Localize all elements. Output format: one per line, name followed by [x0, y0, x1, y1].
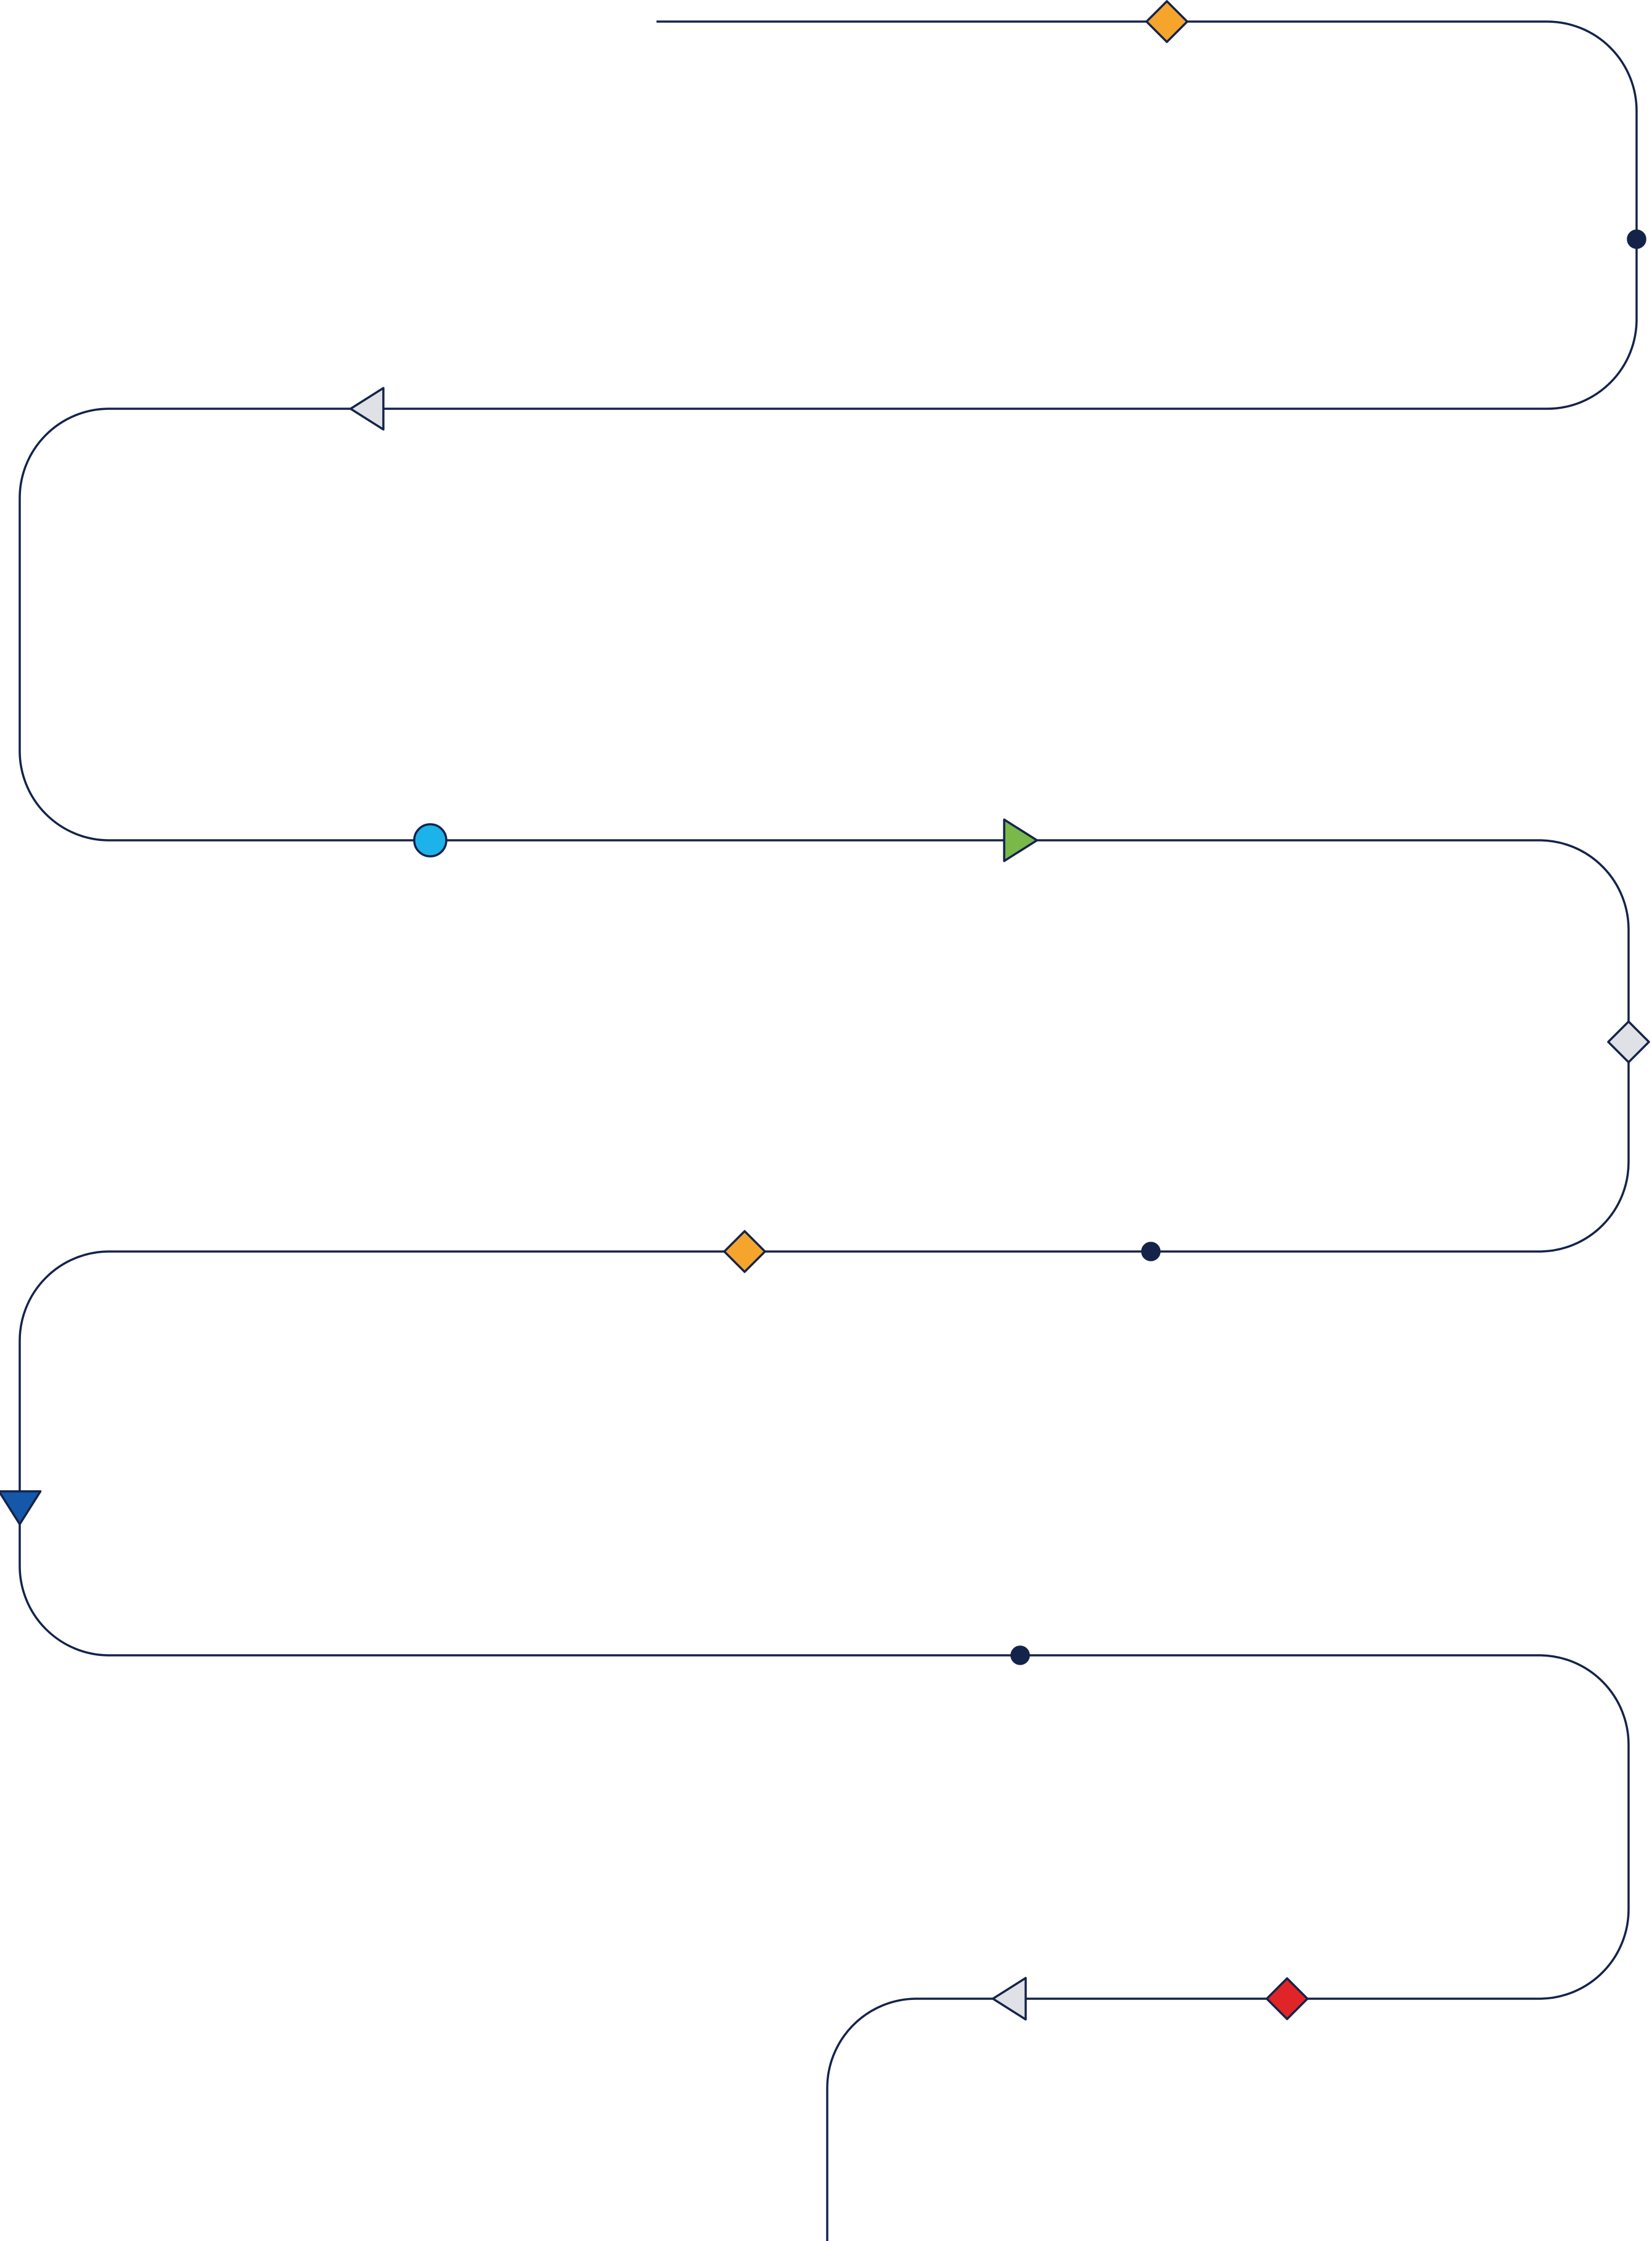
- marker-8-orange-diamond: [723, 1230, 766, 1273]
- marker-10-navy-dot: [1010, 1645, 1030, 1665]
- timeline-markers: [0, 0, 1650, 2021]
- marker-5-green-triangle-right: [1003, 818, 1039, 862]
- timeline-path: [18, 20, 1638, 2241]
- marker-3-gray-triangle-left: [349, 387, 385, 431]
- marker-6-gray-diamond: [1607, 1020, 1650, 1063]
- marker-11-red-diamond: [1266, 1977, 1309, 2020]
- marker-4-blue-circle: [413, 823, 448, 858]
- marker-9-blue-triangle-down: [0, 1490, 42, 1526]
- marker-1-orange-diamond: [1145, 0, 1188, 43]
- marker-12-gray-triangle-left: [991, 1977, 1027, 2021]
- marker-7-navy-dot: [1141, 1242, 1161, 1261]
- marker-2-navy-dot: [1627, 229, 1646, 249]
